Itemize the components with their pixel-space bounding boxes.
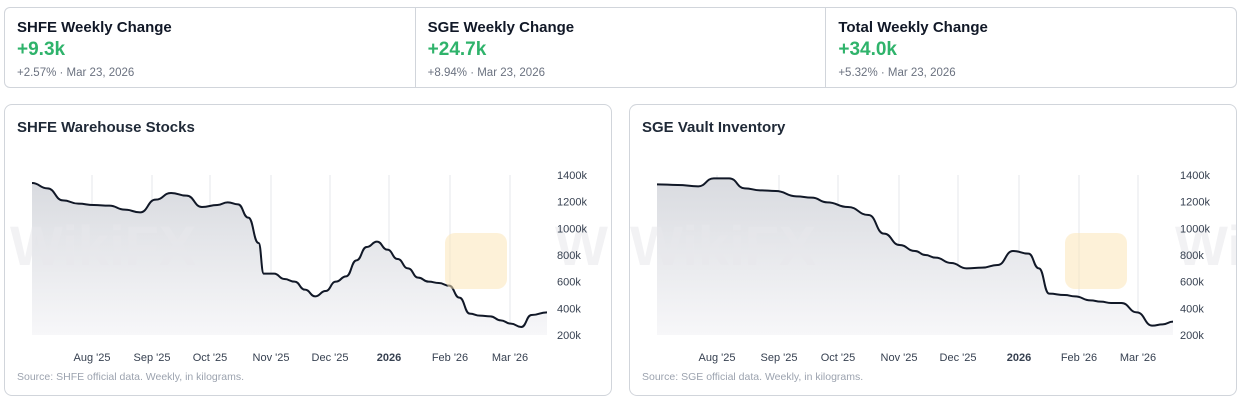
sge-chart-panel: WikiFX WikiFX 1400k 1200k 1000k 800k 600k 400k 2…: [629, 104, 1237, 396]
shfe-chart-panel: WikiFX WikiFX 1400k 1200k 1000k 800k 600k 400k 2…: [4, 104, 612, 396]
stat-title: SGE Weekly Change: [427, 19, 575, 36]
watermark-logo-icon: [445, 233, 507, 289]
x-tick-label: Sep '25: [134, 352, 171, 364]
stat-value: +24.7k: [427, 39, 487, 60]
x-tick-label: Mar '26: [1120, 352, 1156, 364]
chart-title: SGE Vault Inventory: [642, 119, 786, 136]
y-tick-label: 200k: [1180, 330, 1204, 342]
stat-card-sge: SGE Weekly Change +24.7k +8.94% · Mar 23…: [416, 8, 827, 87]
x-tick-label: Nov '25: [881, 352, 918, 364]
y-tick-label: 1000k: [557, 223, 587, 235]
x-tick-label: Oct '25: [821, 352, 856, 364]
series-area: [32, 183, 547, 335]
x-tick-label: Nov '25: [253, 352, 290, 364]
watermark-text: WikiFX: [10, 214, 196, 277]
x-tick-label: Aug '25: [699, 352, 736, 364]
y-tick-label: 600k: [1180, 277, 1204, 289]
stat-card-shfe: SHFE Weekly Change +9.3k +2.57% · Mar 23…: [5, 8, 416, 87]
chart-source: Source: SHFE official data. Weekly, in k…: [17, 371, 245, 383]
series-line[interactable]: [656, 177, 1174, 327]
y-tick-label: 800k: [1180, 250, 1204, 262]
y-tick-label: 1400k: [1180, 170, 1210, 182]
stat-value: +34.0k: [838, 39, 897, 60]
x-tick-label: Dec '25: [940, 352, 977, 364]
series-line[interactable]: [31, 182, 548, 328]
x-tick-label: Feb '26: [432, 352, 468, 364]
y-tick-label: 400k: [1180, 303, 1204, 315]
x-tick-label: Dec '25: [312, 352, 349, 364]
watermark-text: WikiFX: [630, 214, 816, 277]
x-tick-label: Mar '26: [492, 352, 528, 364]
stat-subtext: +2.57% · Mar 23, 2026: [17, 67, 135, 79]
stat-subtext: +8.94% · Mar 23, 2026: [427, 67, 545, 79]
stat-card-total: Total Weekly Change +34.0k +5.32% · Mar …: [826, 8, 1236, 87]
y-tick-label: 600k: [557, 277, 581, 289]
y-tick-label: 200k: [557, 330, 581, 342]
x-tick-label: 2026: [1007, 352, 1031, 364]
stat-value: +9.3k: [17, 39, 66, 60]
stat-title: SHFE Weekly Change: [17, 19, 172, 36]
y-tick-label: 800k: [557, 250, 581, 262]
y-tick-label: 1200k: [1180, 197, 1210, 209]
shfe-warehouse-chart[interactable]: WikiFX WikiFX 1400k 1200k 1000k 800k 600k 400k 2…: [5, 105, 612, 396]
series-area: [657, 178, 1173, 335]
y-tick-label: 1200k: [557, 197, 587, 209]
x-tick-label: Aug '25: [74, 352, 111, 364]
watermark-logo-icon: [1065, 233, 1127, 289]
sge-vault-chart[interactable]: WikiFX WikiFX 1400k 1200k 1000k 800k 600k 400k 2…: [630, 105, 1237, 396]
watermark-text: WikiFX: [555, 214, 612, 277]
stat-title: Total Weekly Change: [838, 19, 988, 36]
watermark-text: WikiFX: [1175, 214, 1237, 277]
x-tick-label: Sep '25: [761, 352, 798, 364]
chart-source: Source: SGE official data. Weekly, in ki…: [642, 371, 864, 383]
chart-title: SHFE Warehouse Stocks: [17, 119, 195, 136]
y-tick-label: 1400k: [557, 170, 587, 182]
x-tick-label: 2026: [377, 352, 401, 364]
weekly-change-summary: SHFE Weekly Change +9.3k +2.57% · Mar 23…: [4, 7, 1237, 88]
y-tick-label: 400k: [557, 303, 581, 315]
x-tick-label: Feb '26: [1061, 352, 1097, 364]
stat-subtext: +5.32% · Mar 23, 2026: [838, 67, 956, 79]
y-tick-label: 1000k: [1180, 223, 1210, 235]
x-tick-label: Oct '25: [193, 352, 228, 364]
